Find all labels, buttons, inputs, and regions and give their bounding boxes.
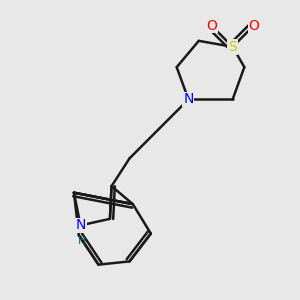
Text: O: O bbox=[248, 19, 259, 32]
Text: N: N bbox=[75, 218, 86, 233]
Text: N: N bbox=[183, 92, 194, 106]
Text: H: H bbox=[78, 236, 86, 246]
Text: S: S bbox=[228, 40, 237, 54]
Text: O: O bbox=[206, 19, 217, 32]
